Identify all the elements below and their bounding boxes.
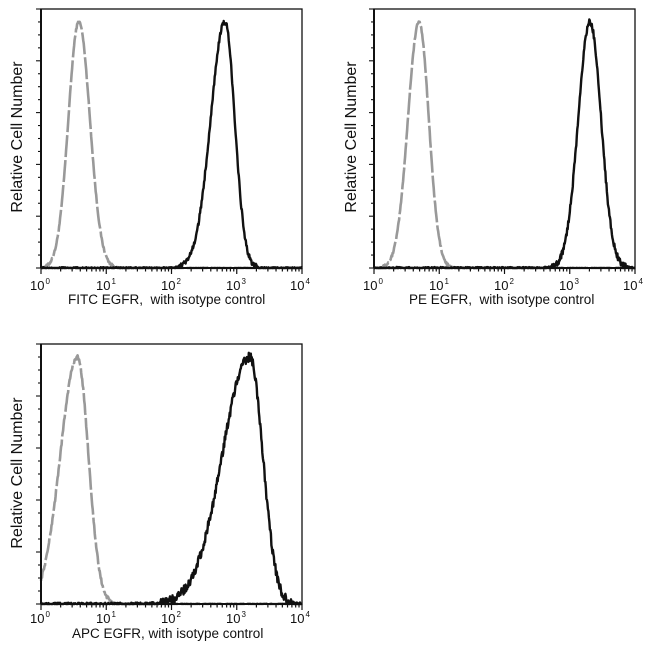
x-tick-10-2: 102 (161, 277, 181, 293)
x-tick-10-1: 101 (429, 277, 449, 293)
plot-area (36, 8, 303, 274)
x-tick-10-0: 100 (363, 277, 383, 293)
y-axis-ticks (36, 8, 41, 269)
y-axis-label: Relative Cell Number (343, 61, 360, 213)
x-tick-10-2: 102 (161, 610, 181, 626)
x-axis-ticks (373, 268, 636, 274)
x-tick-10-2: 102 (494, 277, 514, 293)
x-tick-10-3: 103 (226, 610, 246, 626)
x-tick-10-1: 101 (96, 277, 116, 293)
histogram-panel-apc: Relative Cell Number 100 101 102 103 104… (9, 343, 310, 641)
x-axis-label: PE EGFR, with isotype control (409, 292, 595, 307)
x-axis-label: APC EGFR, with isotype control (72, 626, 264, 641)
plot-frame (40, 343, 303, 605)
isotype-histogram (39, 354, 303, 606)
y-axis-ticks (369, 8, 374, 269)
x-tick-10-1: 101 (96, 610, 116, 626)
histogram-panel-fitc: Relative Cell Number 100 101 102 103 104… (0, 0, 325, 320)
x-axis-ticks (40, 268, 303, 274)
x-tick-10-3: 103 (226, 277, 246, 293)
histogram-panel-pe: Relative Cell Number 100 101 102 103 104… (0, 0, 650, 320)
x-axis-ticks (40, 604, 303, 610)
sample-histogram (39, 351, 303, 606)
y-axis-ticks (36, 343, 41, 605)
x-axis-label: FITC EGFR, with isotype control (68, 292, 266, 307)
y-axis-label: Relative Cell Number (9, 397, 26, 549)
x-tick-10-4: 104 (623, 277, 643, 293)
x-tick-10-0: 100 (30, 610, 50, 626)
x-tick-10-4: 104 (290, 610, 310, 626)
x-tick-10-0: 100 (30, 277, 50, 293)
x-tick-10-4: 104 (290, 277, 310, 293)
plot-area (369, 8, 636, 274)
plot-area (36, 343, 303, 610)
x-tick-10-3: 103 (559, 277, 579, 293)
